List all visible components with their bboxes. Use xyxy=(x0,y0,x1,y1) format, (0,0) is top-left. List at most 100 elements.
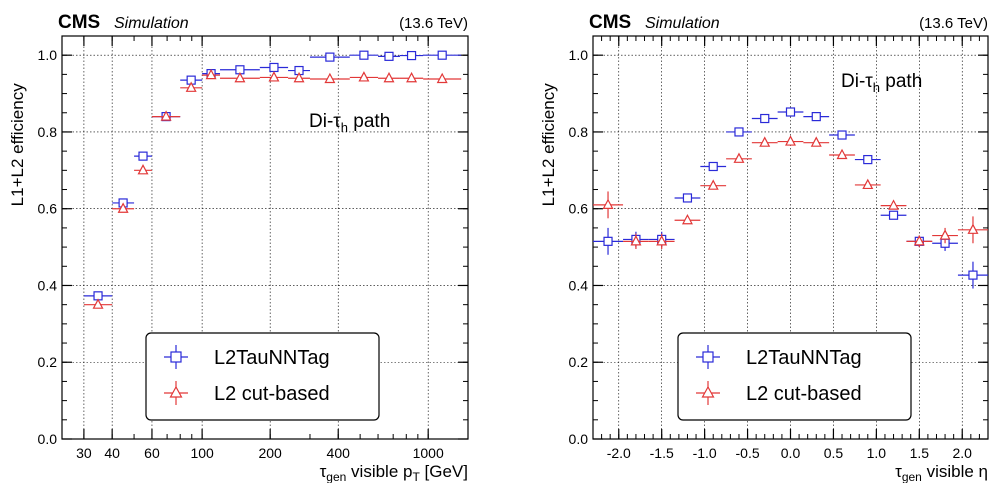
legend-square-marker xyxy=(702,351,714,363)
series-l2-cut-based xyxy=(83,68,462,309)
data-point xyxy=(708,161,718,172)
data-point xyxy=(759,136,771,147)
legend-entry-label: L2TauNNTag xyxy=(746,347,862,369)
data-point xyxy=(913,235,925,246)
data-point xyxy=(681,213,693,225)
cms-label: CMS xyxy=(589,12,631,33)
data-point xyxy=(325,52,335,62)
data-layer xyxy=(593,107,988,289)
data-point xyxy=(682,193,693,203)
data-point xyxy=(734,127,744,137)
legend-entry-label: L2 cut-based xyxy=(214,383,330,405)
data-point xyxy=(160,110,172,121)
data-point xyxy=(234,71,246,83)
series-l2-cut-based xyxy=(593,135,988,250)
energy-label: (13.6 TeV) xyxy=(919,15,988,32)
legend-entry-label: L2TauNNTag xyxy=(214,347,330,369)
data-point xyxy=(117,202,129,213)
data-point xyxy=(888,199,900,210)
chart-panel-1: 30 40 60 100 200 400 1000 0.0 0.2 0.4 0.6 0.8 1.0CMS… xyxy=(8,12,469,483)
data-point xyxy=(862,178,874,190)
simulation-label: Simulation xyxy=(114,15,189,32)
y-tick-label: 0.4 xyxy=(569,277,589,293)
chart-panel-2: -2.0 -1.5 -1.0 -0.5 0.0 0.5 1.0 1.5 2.0 0.0 0.2 0.4… xyxy=(539,12,989,483)
data-point xyxy=(359,50,369,60)
y-tick-label: 0.0 xyxy=(38,431,58,447)
data-point xyxy=(785,135,796,146)
data-point xyxy=(630,235,642,246)
x-tick-label: -1.0 xyxy=(693,445,717,461)
path-annotation: Di-τh path xyxy=(841,71,922,95)
plot-frame xyxy=(592,35,989,440)
data-point xyxy=(205,68,217,80)
legend-square-marker xyxy=(170,351,182,363)
x-tick-label: 0.5 xyxy=(824,445,844,461)
data-point xyxy=(406,50,417,61)
data-point xyxy=(939,229,951,240)
x-tick-label: 1.5 xyxy=(910,445,930,461)
y-tick-label: 0.6 xyxy=(569,201,589,217)
data-point xyxy=(185,81,197,92)
y-tick-label: 0.8 xyxy=(38,124,58,140)
x-axis-label: τgen visible pT [GeV] xyxy=(320,462,468,483)
x-tick-label: 1000 xyxy=(413,445,444,461)
data-point xyxy=(707,179,719,190)
legend-triangle-marker xyxy=(169,385,183,398)
data-point xyxy=(967,223,979,234)
x-tick-label: 100 xyxy=(190,445,214,461)
x-tick-label: -0.5 xyxy=(736,445,760,461)
y-tick-label: 0.0 xyxy=(569,431,589,447)
data-layer xyxy=(83,50,462,309)
x-tick-label: 400 xyxy=(327,445,351,461)
data-point xyxy=(603,236,613,246)
legend: L2TauNNTag L2 cut-based xyxy=(145,332,380,421)
data-point xyxy=(810,136,822,147)
data-point xyxy=(436,72,448,84)
series-l2taunntag xyxy=(83,50,462,301)
data-point xyxy=(324,72,336,84)
data-point xyxy=(293,71,305,83)
y-tick-label: 0.2 xyxy=(38,354,58,370)
x-tick-label: -1.5 xyxy=(650,445,674,461)
x-axis-label: τgen visible η xyxy=(895,462,988,483)
legend-box xyxy=(677,332,912,421)
simulation-label: Simulation xyxy=(645,15,720,32)
data-point xyxy=(384,51,394,61)
data-point xyxy=(785,107,796,117)
y-tick-label: 1.0 xyxy=(569,47,589,63)
data-point xyxy=(137,164,149,175)
data-point xyxy=(863,154,873,165)
x-tick-label: 1.0 xyxy=(867,445,887,461)
y-axis-label: L1+L2 efficiency xyxy=(8,83,27,207)
energy-label: (13.6 TeV) xyxy=(399,15,468,32)
data-point xyxy=(836,148,848,160)
x-tick-label: 40 xyxy=(104,445,120,461)
y-tick-label: 1.0 xyxy=(38,47,58,63)
path-annotation: Di-τh path xyxy=(309,111,390,135)
y-tick-label: 0.2 xyxy=(569,354,589,370)
data-point xyxy=(760,113,770,124)
cms-label: CMS xyxy=(58,12,100,33)
x-tick-label: 2.0 xyxy=(953,445,973,461)
data-point xyxy=(602,198,614,209)
data-point xyxy=(383,71,395,83)
y-tick-label: 0.4 xyxy=(38,277,58,293)
legend-triangle-marker xyxy=(701,385,715,398)
legend-entry-label: L2 cut-based xyxy=(746,383,862,405)
data-point xyxy=(138,151,148,161)
y-axis-label: L1+L2 efficiency xyxy=(539,83,558,207)
data-point xyxy=(733,152,745,163)
x-tick-label: -2.0 xyxy=(607,445,631,461)
data-point xyxy=(269,62,279,73)
x-tick-label: 200 xyxy=(258,445,282,461)
x-tick-label: 60 xyxy=(144,445,160,461)
data-point xyxy=(92,298,104,309)
y-tick-label: 0.8 xyxy=(569,124,589,140)
data-point xyxy=(406,71,418,83)
data-point xyxy=(888,210,899,220)
data-point xyxy=(268,71,280,82)
x-tick-label: 30 xyxy=(76,445,92,461)
legend-box xyxy=(145,332,380,421)
data-point xyxy=(437,50,447,60)
